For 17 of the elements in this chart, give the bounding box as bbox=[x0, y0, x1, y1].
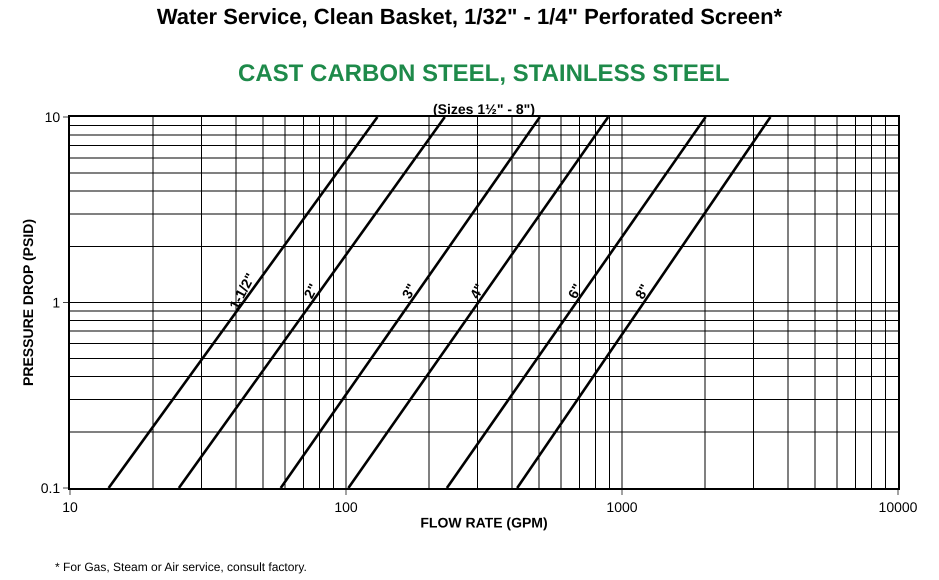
y-tick-label: 10 bbox=[44, 108, 60, 125]
y-tick-label: 0.1 bbox=[40, 480, 60, 496]
text: 6" bbox=[564, 280, 586, 302]
annotation: (Sizes 1½" - 8") bbox=[433, 101, 535, 117]
text: * For Gas, Steam or Air service, consult factory. bbox=[55, 560, 307, 574]
text: 2" bbox=[300, 280, 322, 301]
y-axis-title: PRESSURE DROP (PSID) bbox=[20, 219, 36, 386]
x-tick-label: 10 bbox=[62, 498, 78, 515]
text: 8" bbox=[632, 281, 653, 302]
text: 3" bbox=[398, 280, 420, 302]
chart-title: Water Service, Clean Basket, 1/32" - 1/4" Perforated Screen* bbox=[156, 4, 783, 30]
x-tick-label: 1000 bbox=[606, 498, 638, 515]
chart-subtitle: CAST CARBON STEEL, STAINLESS STEEL bbox=[238, 60, 730, 87]
y-tick-label: 1 bbox=[52, 294, 60, 310]
x-tick-label: 100 bbox=[334, 498, 358, 515]
x-axis-title: FLOW RATE (GPM) bbox=[420, 514, 548, 531]
x-tick-label: 10000 bbox=[878, 498, 918, 515]
